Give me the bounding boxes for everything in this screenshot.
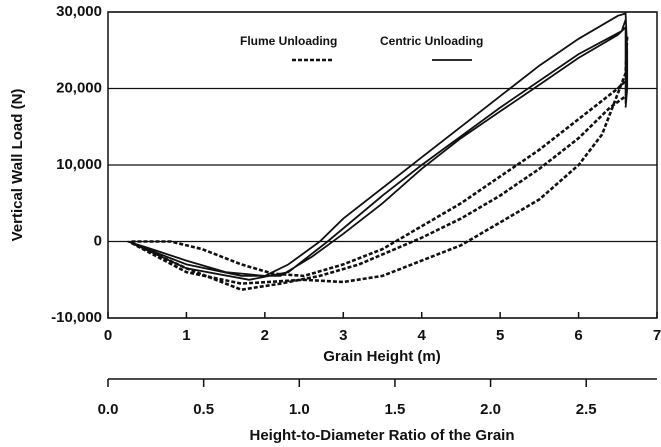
x-axis-title: Grain Height (m)	[323, 348, 441, 365]
x-tick-label: 0	[104, 327, 112, 344]
x-tick-label: 7	[653, 327, 661, 344]
x2-axis-title: Height-to-Diameter Ratio of the Grain	[249, 427, 514, 444]
x2-tick-label: 1.0	[289, 401, 310, 418]
x-tick-label: 6	[574, 327, 582, 344]
y-tick-label: 20,000	[56, 79, 102, 96]
y-tick-label: -10,000	[51, 309, 102, 326]
x2-tick-label: 2.0	[480, 401, 501, 418]
x-tick-label: 3	[339, 327, 347, 344]
legend-label: Flume Unloading	[240, 34, 337, 48]
legend-box	[236, 28, 516, 70]
plot-frame	[107, 11, 658, 319]
y-tick-label: 0	[94, 232, 102, 249]
data-line	[130, 34, 629, 292]
x-tick-label: 5	[496, 327, 504, 344]
y-tick-label: 10,000	[56, 156, 102, 173]
x2-tick-label: 2.5	[576, 401, 597, 418]
legend-label: Centric Unloading	[380, 34, 483, 48]
x2-tick-label: 0.0	[98, 401, 119, 418]
x2-tick-label: 1.5	[385, 401, 406, 418]
y-tick-label: 30,000	[56, 3, 102, 20]
x-tick-label: 1	[182, 327, 190, 344]
x-tick-label: 2	[261, 327, 269, 344]
data-line	[127, 12, 629, 281]
x2-tick-label: 0.5	[193, 401, 214, 418]
x-tick-label: 4	[418, 327, 427, 344]
y-axis-title: Vertical Wall Load (N)	[9, 89, 26, 242]
